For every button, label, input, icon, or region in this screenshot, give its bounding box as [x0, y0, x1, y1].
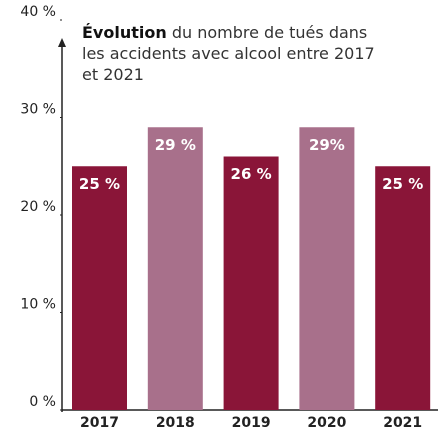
bar [299, 127, 355, 410]
bar [147, 127, 203, 410]
y-tick-label: 40 % [20, 4, 56, 20]
title-rest: du nombre de tués dans les accidents ave… [82, 23, 375, 84]
value-label: 25 % [79, 175, 120, 193]
x-tick-label: 2019 [232, 415, 271, 431]
bar [72, 166, 127, 410]
bar [223, 156, 279, 410]
x-tick-label: 2020 [307, 415, 346, 431]
y-axis-arrow [58, 38, 66, 47]
y-tick-label: 20 % [20, 199, 56, 215]
value-label: 29 % [155, 136, 196, 154]
x-tick-label: 2017 [80, 415, 119, 431]
y-tick-label: 30 % [20, 102, 56, 118]
value-label: 29% [309, 136, 345, 154]
value-label: 26 % [231, 165, 272, 183]
y-tick-label: 0 % [29, 394, 56, 410]
value-label: 25 % [382, 175, 423, 193]
bar [375, 166, 431, 410]
y-tick-label: 10 % [20, 297, 56, 313]
x-tick-label: 2018 [156, 415, 195, 431]
x-tick-label: 2021 [383, 415, 422, 431]
chart-title: Évolution du nombre de tués dans les acc… [82, 22, 382, 85]
title-bold: Évolution [82, 23, 167, 42]
